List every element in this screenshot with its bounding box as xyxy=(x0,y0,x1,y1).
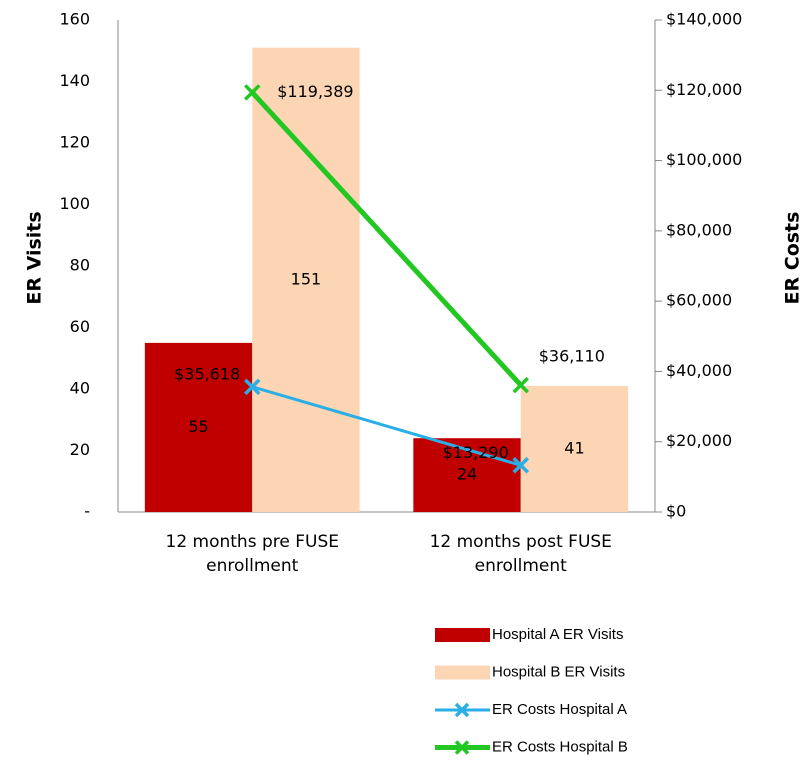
line-marker xyxy=(512,457,529,474)
y-tick-label: 140 xyxy=(59,71,90,90)
bar-value-label: 24 xyxy=(457,465,477,484)
y-tick-label: 160 xyxy=(59,10,90,29)
legend-marker xyxy=(454,740,470,755)
y2-tick-label: $80,000 xyxy=(666,220,732,239)
y-tick-label: 80 xyxy=(70,256,90,275)
legend-label: Hospital A ER Visits xyxy=(492,626,623,643)
bar-value-label: 41 xyxy=(564,438,584,457)
y2-tick-label: $0 xyxy=(666,502,686,521)
line-value-label: $13,290 xyxy=(443,443,509,462)
bar xyxy=(144,342,253,512)
bar xyxy=(520,385,629,512)
y2-tick-label: $20,000 xyxy=(666,431,732,450)
line-value-label: $119,389 xyxy=(277,82,353,101)
line-value-label: $35,618 xyxy=(174,364,240,383)
bar-value-label: 151 xyxy=(291,269,322,288)
y2-tick-label: $120,000 xyxy=(666,80,742,99)
y-tick-label: 120 xyxy=(59,133,90,152)
y2-axis-title: ER Costs xyxy=(782,212,804,305)
y-axis-title: ER Visits xyxy=(24,211,46,304)
line xyxy=(251,385,522,467)
bar-value-label: 55 xyxy=(188,417,208,436)
legend-swatch xyxy=(435,665,490,680)
legend-marker xyxy=(454,702,470,718)
y2-tick-label: $60,000 xyxy=(666,291,732,310)
y2-tick-label: $40,000 xyxy=(666,361,732,380)
y2-tick-label: $100,000 xyxy=(666,150,742,169)
line-marker xyxy=(512,376,529,394)
x-tick-label: 12 months post FUSE enrollment xyxy=(429,532,612,576)
legend-label: ER Costs Hospital B xyxy=(492,738,628,755)
x-tick-label: 12 months pre FUSE enrollment xyxy=(165,532,340,576)
line xyxy=(250,90,523,387)
y-tick-label: - xyxy=(84,502,90,521)
legend-swatch xyxy=(435,628,490,642)
legend-label: Hospital B ER Visits xyxy=(492,663,625,680)
y-tick-label: 40 xyxy=(70,379,90,398)
y2-tick-label: $140,000 xyxy=(666,10,742,29)
legend-label: ER Costs Hospital A xyxy=(492,701,627,718)
y-tick-label: 60 xyxy=(70,317,90,336)
line-marker xyxy=(244,378,261,396)
line-marker xyxy=(244,84,261,101)
line-value-label: $36,110 xyxy=(539,347,605,366)
bar xyxy=(252,47,360,513)
y-tick-label: 100 xyxy=(59,194,90,213)
y-tick-label: 20 xyxy=(70,440,90,459)
